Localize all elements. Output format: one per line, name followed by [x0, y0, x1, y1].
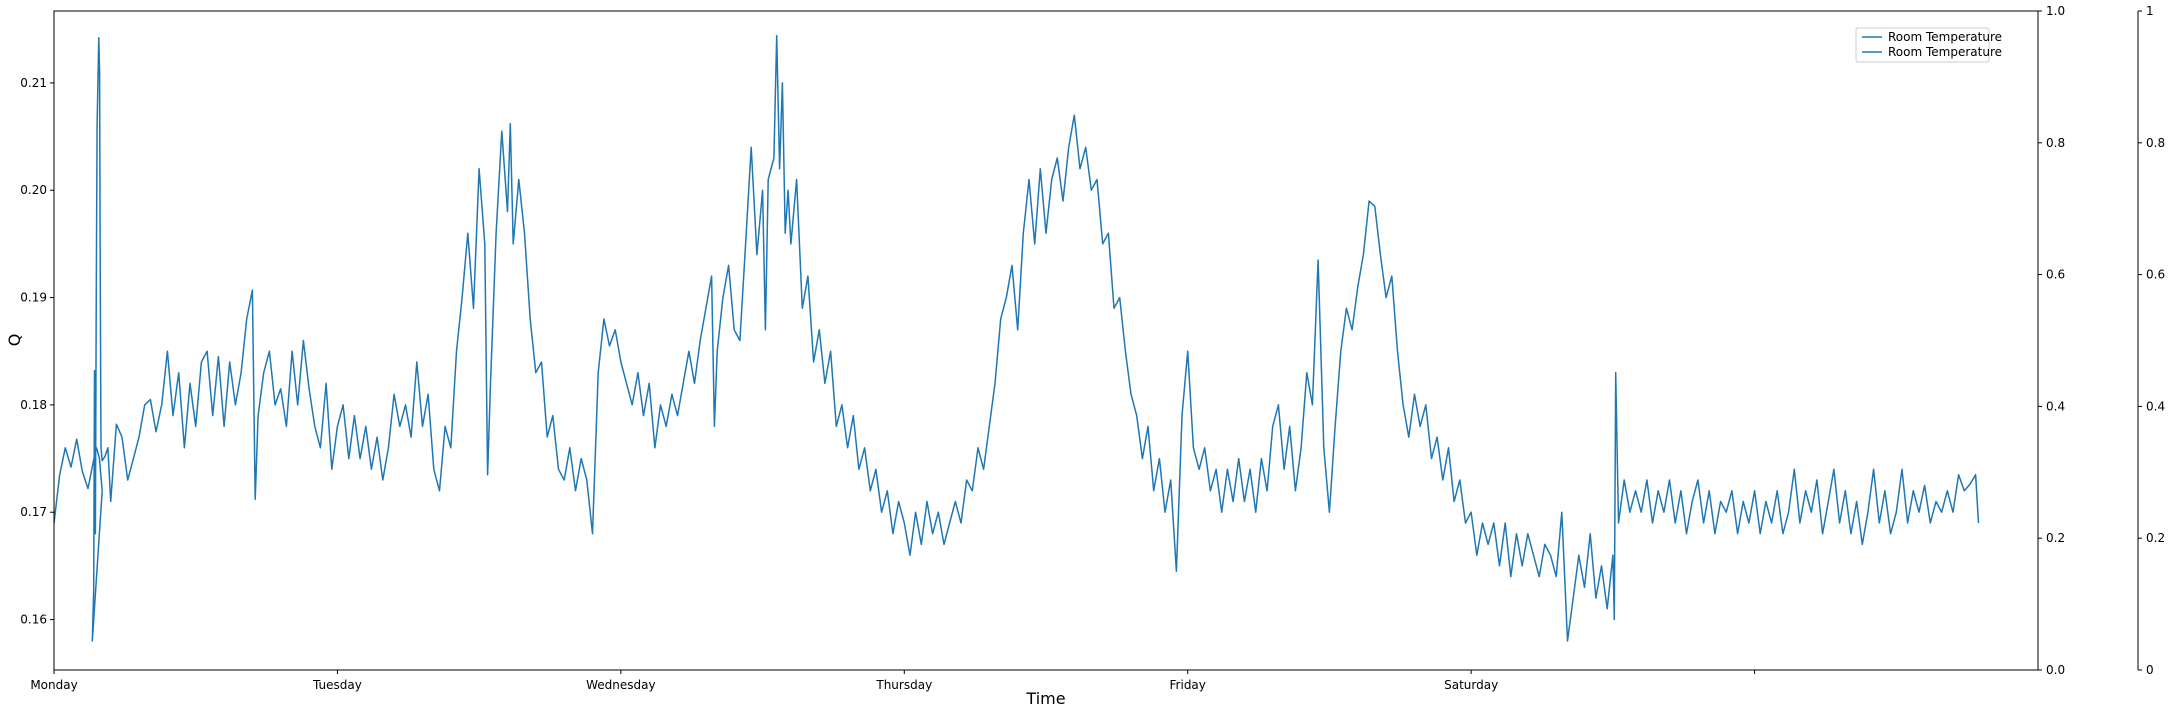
y2-tick-label-2: 0.4 [2046, 399, 2065, 413]
legend-entry-1: Room Temperature [1888, 30, 2002, 44]
y-tick-label-5: 0.21 [20, 76, 47, 90]
series-line-1 [53, 34, 1980, 642]
y3-tick-label-2: 0.4 [2146, 399, 2165, 413]
legend: Room Temperature Room Temperature [1855, 27, 2002, 63]
y2-tick-label-0: 0.0 [2046, 663, 2065, 677]
secondary-y-axis-1: 0.0 0.2 0.4 0.6 0.8 1.0 [2038, 4, 2065, 677]
y-axis: 0.16 0.17 0.18 0.19 0.20 0.21 [20, 76, 54, 627]
y3-tick-label-3: 0.6 [2146, 268, 2165, 282]
y2-tick-label-5: 1.0 [2046, 4, 2065, 18]
x-axis: Monday Tuesday Wednesday Thursday Friday Satu… [30, 670, 1756, 692]
y-tick-label-4: 0.20 [20, 183, 47, 197]
y2-tick-label-1: 0.2 [2046, 531, 2065, 545]
x-tick-label-2: Wednesday [586, 678, 655, 692]
y-tick-label-3: 0.19 [20, 291, 47, 305]
y-tick-label-1: 0.17 [20, 505, 47, 519]
x-tick-label-5: Saturday [1444, 678, 1498, 692]
y3-tick-label-5: 1 [2146, 4, 2154, 18]
y-axis-title: Q [5, 334, 24, 347]
series-layer [53, 34, 1980, 642]
legend-entry-2: Room Temperature [1888, 45, 2002, 59]
x-tick-label-4: Friday [1170, 678, 1206, 692]
y3-tick-label-0: 0 [2146, 663, 2154, 677]
legend-box [1855, 27, 1990, 63]
y-tick-label-0: 0.16 [20, 613, 47, 627]
y-tick-label-2: 0.18 [20, 398, 47, 412]
secondary-y-axis-2: 0 0.2 0.4 0.6 0.8 1 [2138, 4, 2165, 677]
x-axis-title: Time [1025, 689, 1065, 708]
x-tick-label-3: Thursday [875, 678, 932, 692]
y2-tick-label-4: 0.8 [2046, 136, 2065, 150]
x-tick-label-0: Monday [30, 678, 77, 692]
y2-tick-label-3: 0.6 [2046, 268, 2065, 282]
plot-frame [53, 10, 2039, 671]
y3-tick-label-4: 0.8 [2146, 136, 2165, 150]
y3-tick-label-1: 0.2 [2146, 531, 2165, 545]
x-tick-label-1: Tuesday [312, 678, 362, 692]
